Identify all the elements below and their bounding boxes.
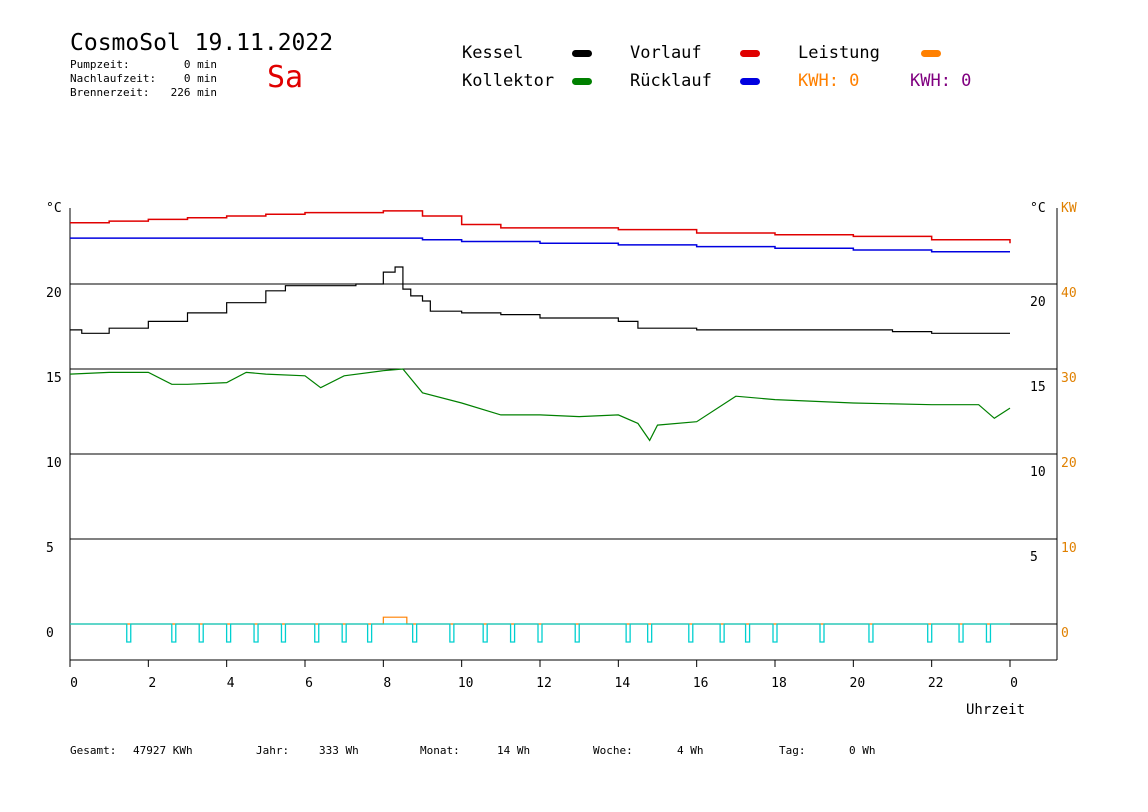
x-tick-label: 10: [458, 676, 474, 691]
legend-leistung-label: Leistung: [798, 43, 880, 63]
y2-unit: KW: [1061, 201, 1077, 216]
legend-kwh-purple: KWH: 0: [910, 71, 972, 91]
legend-kwh-orange: KWH: 0: [798, 71, 860, 91]
footer-gesamt-label: Gesamt:: [70, 744, 117, 757]
weekday-label: Sa: [267, 60, 304, 95]
footer-tag-value: 0 Wh: [849, 744, 876, 757]
legend-ruecklauf-label: Rücklauf: [630, 71, 712, 91]
y-tick-left: 15: [46, 371, 62, 386]
footer-woche-label: Woche:: [593, 744, 633, 757]
legend-vorlauf-label: Vorlauf: [630, 43, 702, 63]
stat-value-brennerzeit: 226 min: [170, 86, 217, 99]
footer-monat-label: Monat:: [420, 744, 460, 757]
data-series: [69, 210, 1011, 643]
x-tick-label: 14: [615, 676, 631, 691]
stat-label-pumpzeit: Pumpzeit:: [70, 58, 130, 71]
y-tick-right: 5: [1030, 550, 1038, 565]
series-line-pumpe: [70, 623, 1010, 643]
x-tick-label: 22: [928, 676, 944, 691]
y-tick-left: 10: [46, 456, 62, 471]
stat-value-pumpzeit: 0 min: [183, 58, 217, 71]
x-tick-label: 0: [70, 676, 78, 691]
series-line-ruecklauf: [70, 237, 1010, 253]
y-tick-left: 5: [46, 541, 54, 556]
y2-tick: 10: [1061, 541, 1077, 556]
x-tick-label: 20: [850, 676, 866, 691]
legend-leistung-swatch: [921, 50, 941, 57]
legend-kollektor-swatch: [572, 78, 592, 85]
grid-lines: [70, 283, 1057, 625]
footer-jahr-value: 333 Wh: [319, 744, 359, 757]
y-unit-right: °C: [1030, 201, 1046, 216]
y2-tick: 20: [1061, 456, 1077, 471]
tick-labels: 0 2 4 6 8 10 12 14 16 18 20 22 0 0 5 10 15 20 5 10 15 20 0 10 20…: [46, 286, 1077, 691]
x-tick-label: 2: [148, 676, 156, 691]
y-tick-left: 0: [46, 626, 54, 641]
x-tick-label: 18: [771, 676, 787, 691]
y2-tick: 30: [1061, 371, 1077, 386]
x-tick-label: 6: [305, 676, 313, 691]
footer-gesamt-value: 47927 KWh: [133, 744, 193, 757]
series-line-vorlauf: [70, 210, 1011, 244]
x-axis-label: Uhrzeit: [966, 702, 1025, 718]
legend-kessel-swatch: [572, 50, 592, 57]
y2-tick: 40: [1061, 286, 1077, 301]
axes: [69, 208, 1058, 667]
legend-vorlauf-swatch: [740, 50, 760, 57]
y-unit-left: °C: [46, 201, 62, 216]
series-line-kessel: [70, 266, 1010, 334]
legend-kessel-label: Kessel: [462, 43, 524, 63]
stat-label-brennerzeit: Brennerzeit:: [70, 86, 150, 99]
legend-ruecklauf-swatch: [740, 78, 760, 85]
y-tick-right: 10: [1030, 465, 1046, 480]
stat-value-nachlaufzeit: 0 min: [183, 72, 217, 85]
stat-label-nachlaufzeit: Nachlaufzeit:: [70, 72, 157, 85]
y2-tick: 0: [1061, 626, 1069, 641]
footer-monat-value: 14 Wh: [497, 744, 531, 757]
x-tick-label: 0: [1010, 676, 1018, 691]
x-tick-label: 8: [383, 676, 391, 691]
x-tick-label: 12: [536, 676, 552, 691]
x-tick-label: 4: [227, 676, 235, 691]
legend-kollektor-label: Kollektor: [462, 71, 555, 91]
footer-jahr-label: Jahr:: [256, 744, 290, 757]
x-tick-label: 16: [693, 676, 709, 691]
y-tick-right: 20: [1030, 295, 1046, 310]
footer-tag-label: Tag:: [779, 744, 806, 757]
series-line-kollektor: [69, 368, 1011, 442]
y-tick-right: 15: [1030, 380, 1046, 395]
footer-woche-value: 4 Wh: [677, 744, 704, 757]
y-tick-left: 20: [46, 286, 62, 301]
series-line-leistung: [70, 616, 1010, 625]
chart-title: CosmoSol 19.11.2022: [70, 30, 334, 56]
